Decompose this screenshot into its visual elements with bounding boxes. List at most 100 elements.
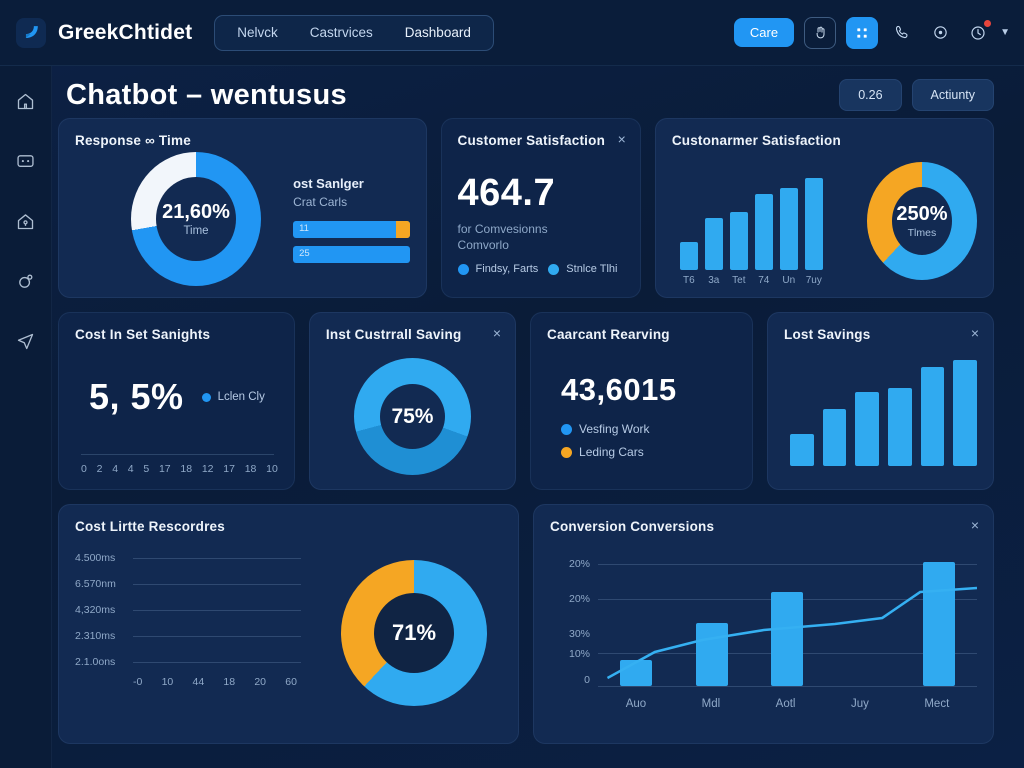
legend-label: Lclen Cly (217, 391, 265, 403)
bar (887, 388, 912, 466)
activity-button[interactable]: Actiunty (911, 79, 994, 111)
cost-lifte-donut: 71% (341, 560, 487, 706)
cards-grid: Response ∞ Time 21,60% Time ost Sanlger … (52, 118, 1024, 768)
legend-item: Lclen Cly (201, 391, 265, 403)
gridline (133, 583, 301, 585)
card-caarcant-rearving: Caarcant Rearving 43,6015 Vesfing Work L… (530, 312, 754, 490)
chevron-down-icon[interactable]: ▼ (1000, 27, 1010, 38)
card-title: Lost Savings (784, 327, 871, 342)
tick: 18 (180, 463, 193, 475)
x-axis-ticks: Auo Mdl Aotl Juy Mect (598, 698, 977, 710)
mini-bar-2: 25 (293, 245, 410, 263)
page-actions: 0.26 Actiunty (839, 79, 994, 111)
card-title: Cost Lirtte Rescordres (75, 519, 225, 534)
grid-row: 4.500ms (75, 552, 301, 564)
brand-name: GreekChtidet (58, 20, 193, 44)
side-title: ost Sanlger (293, 175, 364, 191)
top-header: GreekChtidet Nelvck Castrvices Dashboard… (0, 0, 1024, 66)
record-circle-icon[interactable] (926, 19, 954, 47)
donut-value: 71% (391, 620, 437, 645)
close-icon[interactable]: × (492, 325, 502, 341)
lock-icon[interactable] (13, 208, 39, 234)
page-header: Chatbot – wentusus 0.26 Actiunty (52, 66, 1024, 124)
tick: 17 (158, 463, 171, 475)
bar-label: 74 (758, 275, 770, 286)
bar (822, 409, 847, 466)
bar (804, 178, 823, 270)
legend-dot-icon (457, 263, 469, 275)
header-actions: Care (733, 16, 1010, 49)
gridline (133, 661, 301, 663)
mini-bar-1-accent (395, 220, 410, 238)
bar (729, 212, 748, 270)
legend-item: Findsy, Farts (457, 263, 538, 275)
tick: 4 (112, 463, 119, 475)
nav-item-1[interactable]: Castrvices (309, 24, 373, 40)
stat-sub-2: Comvorlo (457, 238, 509, 253)
x-tick: Mdl (701, 698, 721, 710)
side-subtitle: Crat Carls (293, 194, 348, 209)
x-tick: 60 (285, 676, 297, 688)
hand-icon[interactable] (804, 16, 837, 49)
bar (619, 660, 652, 686)
send-icon[interactable] (13, 328, 39, 354)
chat-icon[interactable] (13, 148, 39, 174)
bar (695, 623, 728, 686)
legend-dot-icon (561, 423, 573, 435)
tick: 0 (81, 463, 87, 475)
card-title: Conversion Conversions (550, 519, 715, 534)
tick: 17 (223, 463, 235, 475)
stat-value: 43,6015 (561, 372, 677, 407)
nav-item-2[interactable]: Dashboard (404, 24, 471, 40)
card-title: Response ∞ Time (75, 133, 191, 148)
phone-icon[interactable] (888, 19, 916, 47)
bar (790, 434, 814, 466)
nav-item-0[interactable]: Nelvck (237, 24, 278, 40)
bar-label: 7uy (805, 275, 822, 286)
analytics-icon[interactable] (13, 268, 39, 294)
x-tick: 10 (161, 676, 174, 688)
close-icon[interactable]: × (970, 517, 979, 533)
tick: 5 (143, 463, 150, 475)
legend-label: Leding Cars (579, 445, 644, 459)
card-title: Inst Custrrall Saving (325, 327, 462, 342)
card-cost-in-set: Cost In Set Sanights 5, 5% Lclen Cly 0 2… (58, 312, 295, 490)
close-icon[interactable]: × (617, 131, 626, 147)
metric-button[interactable]: 0.26 (839, 79, 902, 111)
bar (704, 218, 723, 270)
gridline (598, 564, 977, 565)
x-tick: Mect (924, 698, 950, 710)
y-tick: 4,320ms (75, 604, 116, 616)
card-lost-savings: Lost Savings × (767, 312, 994, 490)
legend-dot-icon (561, 446, 573, 458)
bar (923, 562, 956, 686)
tick: 4 (127, 463, 134, 475)
gridline (133, 635, 301, 637)
bar-label: 3a (708, 275, 720, 286)
bar-label: T6 (682, 275, 695, 286)
brand-logo-group[interactable]: GreekChtidet (16, 17, 193, 48)
y-tick: 30% (568, 628, 590, 640)
home-icon[interactable] (13, 88, 39, 114)
gridline (133, 557, 301, 559)
card-title: Customer Satisfaction (457, 133, 606, 148)
gridline (133, 609, 301, 611)
legend-label: Vesfing Work (579, 422, 650, 436)
legend-dot-icon (548, 263, 560, 275)
inst-savings-donut: 75% (353, 358, 471, 475)
y-tick: 6.570nm (75, 578, 116, 590)
close-icon[interactable]: × (970, 325, 979, 341)
clock-alert-icon[interactable] (964, 19, 992, 47)
x-tick: Juy (850, 698, 869, 710)
x-axis-line (81, 454, 274, 455)
app-logo-icon (16, 17, 46, 48)
mini-bar-2-label: 25 (299, 247, 310, 259)
care-button[interactable]: Care (733, 18, 795, 47)
notification-badge (984, 19, 992, 27)
x-tick: Auo (625, 698, 647, 710)
tick: 10 (266, 463, 278, 475)
page-title: Chatbot – wentusus (66, 78, 347, 111)
bar-label: Tet (732, 275, 746, 286)
grid-apps-icon[interactable] (846, 16, 879, 49)
grid-row: 6.570nm (75, 578, 301, 590)
